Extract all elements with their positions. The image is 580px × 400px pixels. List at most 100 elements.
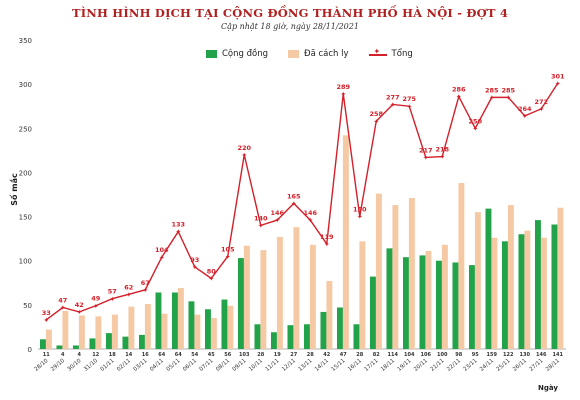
bar-value-label: 122 [503,352,514,358]
bar-isolation [128,306,135,349]
x-tick-label: 12/11 [281,358,297,373]
y-axis-label: Số mắc [9,173,19,206]
bar-value-label: 130 [520,352,531,358]
legend-label-community: Cộng đồng [222,49,268,59]
total-point: ✦ [60,304,66,312]
bar-isolation [458,183,465,349]
total-point: ✦ [489,94,495,102]
bar-community [468,265,475,349]
total-point: ✦ [390,101,396,109]
total-value-label: 146 [270,209,284,217]
total-value-label: 49 [91,295,101,303]
bar-value-label: 45 [208,352,215,358]
x-tick-label: 31/10 [83,358,99,373]
bar-isolation [491,237,498,349]
bar-community [204,309,211,349]
bar-value-label: 103 [239,352,250,358]
bar-isolation [144,303,151,349]
total-point: ✦ [76,309,82,317]
x-tick-label: 18/11 [380,358,396,373]
x-tick-label: 26/11 [512,358,528,373]
total-point: ✦ [126,291,132,299]
x-tick-label: 30/10 [67,358,83,373]
legend-item-community: Cộng đồng [206,49,268,59]
y-tick-label: 0 [28,346,32,354]
bar-value-label: 64 [175,352,182,358]
total-value-label: 217 [419,146,433,154]
total-value-label: 250 [468,117,482,125]
total-point: ✦ [423,154,429,162]
bar-community [270,332,277,349]
total-line [45,82,559,321]
bar-value-label: 100 [437,352,448,358]
total-value-label: 146 [303,209,317,217]
total-value-label: 150 [353,206,367,214]
bar-value-label: 4 [61,352,65,358]
bar-community [518,234,525,349]
bar-community [386,248,393,349]
bar-isolation [392,205,399,349]
total-point: ✦ [43,316,49,324]
total-point: ✦ [456,93,462,101]
bar-isolation [408,198,415,349]
bar-isolation [326,281,333,349]
bar-community [353,324,360,349]
bar-community [485,208,492,349]
total-point: ✦ [555,80,561,88]
total-point: ✦ [291,200,297,208]
chart-subtitle: Cập nhật 18 giờ, ngày 28/11/2021 [221,22,359,31]
total-value-label: 62 [124,283,133,291]
x-tick-label: 03/11 [133,358,149,373]
bar-community [72,345,79,349]
legend-swatch-total [368,47,387,58]
bar-value-label: 54 [191,352,198,358]
legend-swatch-isolation [288,50,299,58]
x-tick-label: 19/11 [397,358,413,373]
total-point: ✦ [472,125,478,133]
bar-isolation [194,314,201,349]
bar-community [254,324,261,349]
bar-value-label: 82 [373,352,380,358]
y-tick-label: 300 [19,81,32,89]
y-tick-label: 50 [23,302,32,310]
bar-isolation [243,245,250,349]
bar-community [369,276,376,349]
x-tick-label: 24/11 [479,358,495,373]
bar-community [419,255,426,349]
total-value-label: 47 [58,297,67,305]
legend-item-total: Tổng [368,47,413,59]
legend-label-total: Tổng [391,49,413,59]
bar-value-label: 14 [125,352,132,358]
bar-value-label: 28 [257,352,264,358]
bar-isolation [227,305,234,349]
x-tick-label: 07/11 [199,358,215,373]
bar-community [39,339,46,349]
total-point: ✦ [538,105,544,113]
y-tick-label: 150 [19,214,32,222]
bar-community [89,338,96,349]
bar-value-label: 27 [290,352,297,358]
total-value-label: 140 [254,214,268,222]
x-tick-label: 15/11 [331,358,347,373]
bar-value-label: 16 [142,352,149,358]
total-value-label: 275 [402,95,416,103]
x-tick-label: 22/11 [446,358,462,373]
bar-community [56,345,63,349]
total-value-label: 264 [518,105,532,113]
bar-isolation [540,237,547,349]
bar-community [303,324,310,349]
total-value-label: 57 [108,288,117,296]
total-value-label: 133 [171,221,185,229]
x-tick-label: 05/11 [166,358,182,373]
x-tick-label: 02/11 [116,358,132,373]
x-tick-label: 23/11 [463,358,479,373]
total-value-label: 33 [42,309,51,317]
total-point: ✦ [142,286,148,294]
total-value-label: 165 [287,192,301,200]
bar-community [138,334,145,349]
total-value-label: 104 [155,246,169,254]
bar-value-label: 28 [307,352,314,358]
total-value-label: 119 [320,233,334,241]
x-tick-label: 01/11 [100,358,116,373]
bar-isolation [210,318,217,349]
